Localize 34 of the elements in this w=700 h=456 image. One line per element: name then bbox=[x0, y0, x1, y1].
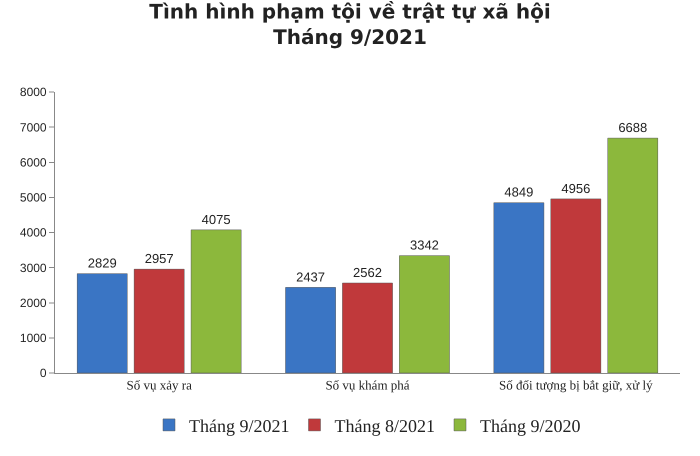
legend-label: Tháng 8/2021 bbox=[334, 416, 435, 436]
y-tick-label: 2000 bbox=[20, 296, 47, 310]
legend-label: Tháng 9/2020 bbox=[480, 416, 580, 436]
bar bbox=[134, 268, 184, 373]
x-tick-label: Số đối tượng bị bắt giữ, xử lý bbox=[498, 378, 654, 393]
y-tick-label: 1000 bbox=[20, 331, 47, 346]
bar bbox=[76, 273, 128, 373]
bar bbox=[550, 198, 602, 373]
data-label: 4956 bbox=[561, 180, 590, 196]
y-tick-label: 8000 bbox=[20, 85, 47, 100]
data-label: 4075 bbox=[202, 212, 231, 227]
y-tick-label: 6000 bbox=[20, 155, 47, 170]
y-tick-label: 4000 bbox=[20, 226, 47, 240]
data-label: 6688 bbox=[618, 120, 648, 136]
y-tick-label: 7000 bbox=[20, 120, 47, 134]
data-label: 4849 bbox=[504, 184, 534, 200]
y-tick-label: 3000 bbox=[20, 260, 47, 275]
data-label: 2437 bbox=[296, 269, 326, 284]
chart-title: Tình hình phạm tội về trật tự xã hội Tháng 9/2021 bbox=[149, 0, 551, 50]
bar bbox=[342, 282, 393, 373]
y-tick-label: 0 bbox=[40, 366, 47, 380]
bar bbox=[607, 138, 658, 373]
x-tick-label: Số vụ khám phá bbox=[325, 378, 410, 393]
data-label: 2562 bbox=[353, 265, 382, 280]
bar bbox=[494, 202, 544, 373]
data-label: 2829 bbox=[88, 256, 117, 271]
y-tick-label: 5000 bbox=[20, 190, 47, 205]
bar bbox=[399, 255, 450, 373]
data-label: 3342 bbox=[410, 238, 439, 253]
data-label: 2957 bbox=[144, 251, 174, 266]
bar bbox=[285, 287, 336, 373]
x-tick-label: Số vụ xảy ra bbox=[126, 378, 192, 393]
bar bbox=[190, 230, 242, 373]
legend-label: Tháng 9/2021 bbox=[189, 416, 290, 436]
